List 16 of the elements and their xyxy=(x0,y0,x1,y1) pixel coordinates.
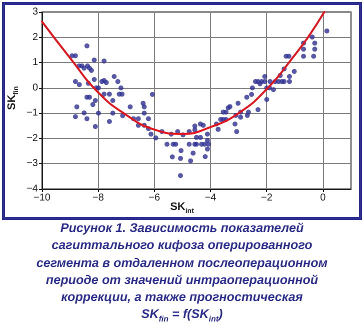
y-tick-label: −4 xyxy=(26,184,38,194)
x-axis-title: SK$_{int}$ xyxy=(170,201,194,216)
y-tick-label: −2 xyxy=(26,132,38,144)
x-tick-label: −8 xyxy=(92,192,104,204)
text: Рисунок 1. Зависимость показателей сагиттального кифоза оперированного сегмента в отдаленном послеоперационном периоде от значений интраоперационной коррекции, а также прогностическая SK$_{fin}$ = f(SK$_{int}$) xyxy=(36,221,328,324)
x-tick-label: −4 xyxy=(204,192,217,204)
x-tick-label: −10 xyxy=(34,192,51,204)
y-tick-label: 0 xyxy=(32,82,38,94)
y-tick-label: 1 xyxy=(32,57,38,68)
x-tick-label: −2 xyxy=(261,192,273,204)
x-tick-label: 0 xyxy=(320,192,326,204)
x-tick-label: −6 xyxy=(148,192,160,204)
y-tick-label: 3 xyxy=(32,6,38,18)
y-tick-label: −3 xyxy=(26,158,38,170)
y-tick-label: −1 xyxy=(26,108,38,119)
y-tick-label: 2 xyxy=(32,32,38,43)
